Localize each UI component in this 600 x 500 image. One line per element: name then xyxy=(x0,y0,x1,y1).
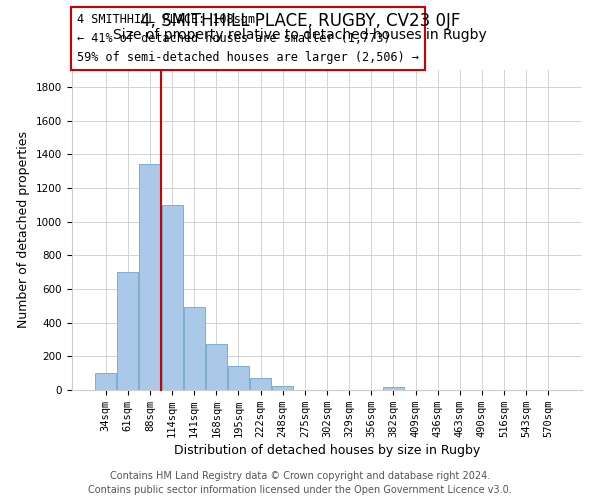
Bar xyxy=(139,164,160,390)
Bar xyxy=(250,378,271,390)
Bar xyxy=(272,386,293,390)
Bar xyxy=(184,306,205,390)
Bar xyxy=(118,272,139,390)
X-axis label: Distribution of detached houses by size in Rugby: Distribution of detached houses by size … xyxy=(174,444,480,457)
Bar xyxy=(95,373,116,390)
Text: 4, SMITHHILL PLACE, RUGBY, CV23 0JF: 4, SMITHHILL PLACE, RUGBY, CV23 0JF xyxy=(140,12,460,30)
Y-axis label: Number of detached properties: Number of detached properties xyxy=(17,132,31,328)
Text: Size of property relative to detached houses in Rugby: Size of property relative to detached ho… xyxy=(113,28,487,42)
Bar xyxy=(161,204,182,390)
Bar xyxy=(228,366,249,390)
Text: Contains HM Land Registry data © Crown copyright and database right 2024.
Contai: Contains HM Land Registry data © Crown c… xyxy=(88,471,512,495)
Bar xyxy=(383,387,404,390)
Text: 4 SMITHHILL PLACE: 108sqm
← 41% of detached houses are smaller (1,773)
59% of se: 4 SMITHHILL PLACE: 108sqm ← 41% of detac… xyxy=(77,12,419,64)
Bar xyxy=(206,344,227,390)
